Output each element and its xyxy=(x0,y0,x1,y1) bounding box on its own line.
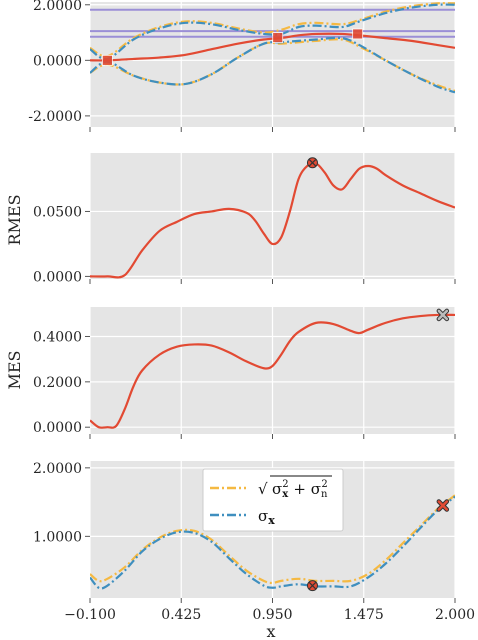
marker-x xyxy=(436,499,450,512)
marker-square xyxy=(352,28,364,40)
y-axis-label-mes: MES xyxy=(5,350,24,389)
plot-content-top xyxy=(90,2,455,94)
y-tick-label: 0.0000 xyxy=(33,420,82,436)
y-tick-label: 2.0000 xyxy=(33,461,82,477)
x-tick-label: 2.000 xyxy=(435,607,475,623)
marker-circle-x xyxy=(306,157,318,169)
y-tick-label: 0.0500 xyxy=(33,204,82,220)
x-tick-label: −0.100 xyxy=(64,607,116,623)
panel-top: -2.0000 0.0000 2.0000 xyxy=(28,0,456,132)
plot-content-rmes xyxy=(90,157,455,279)
x-tick-label: 0.950 xyxy=(252,607,292,623)
marker-x xyxy=(436,308,450,322)
series-line-top-0 xyxy=(90,2,455,58)
plot-content-mes xyxy=(90,308,455,429)
legend: √ σx2 + σn2 σx xyxy=(202,468,344,532)
marker-x-fill xyxy=(437,500,449,511)
y-tick-label: 1.0000 xyxy=(33,529,82,545)
y-tick-label: 0.0000 xyxy=(33,53,82,69)
y-tick-label: 2.0000 xyxy=(33,0,82,14)
legend-label-sqrt-sigma: √ σx2 + σn2 xyxy=(258,475,332,500)
x-tick-label: 0.425 xyxy=(161,607,201,623)
panel-mes: 0.0000 0.2000 0.4000 xyxy=(33,307,456,439)
marker-x-fill xyxy=(437,309,449,321)
y-axis-label-rmes: RMES xyxy=(5,194,24,245)
panels: -2.0000 0.0000 2.0000 0.0000 0.0500 0.0000 0.2… xyxy=(28,0,475,623)
marker-square xyxy=(272,32,284,43)
x-tick-label: 1.475 xyxy=(344,607,384,623)
y-tick-label: 0.2000 xyxy=(33,375,82,391)
svg-text:√: √ xyxy=(258,480,268,498)
marker-square xyxy=(101,54,113,66)
plot-content-sigma xyxy=(90,494,455,592)
x-axis-label: x xyxy=(266,622,275,640)
legend-box xyxy=(202,468,344,532)
series-line-mes-0 xyxy=(90,313,455,429)
y-tick-label: 0.4000 xyxy=(33,329,82,345)
series-line-rmes-0 xyxy=(90,161,455,279)
panel-rmes: 0.0000 0.0500 xyxy=(33,153,456,285)
y-tick-label: -2.0000 xyxy=(28,109,82,125)
marker-cross xyxy=(308,159,317,167)
marker-circle-x xyxy=(306,580,318,592)
marker-cross xyxy=(308,582,317,590)
y-tick-label: 0.0000 xyxy=(33,269,82,285)
svg-text:σx2 + σn2: σx2 + σn2 xyxy=(272,479,328,500)
series-line-sigma-1 xyxy=(90,495,455,590)
